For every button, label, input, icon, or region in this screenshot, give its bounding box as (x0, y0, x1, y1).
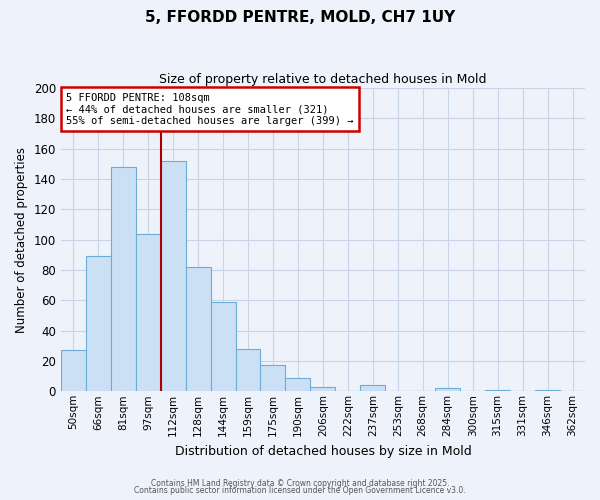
Text: Contains HM Land Registry data © Crown copyright and database right 2025.: Contains HM Land Registry data © Crown c… (151, 478, 449, 488)
Text: 5, FFORDD PENTRE, MOLD, CH7 1UY: 5, FFORDD PENTRE, MOLD, CH7 1UY (145, 10, 455, 25)
Bar (236, 349, 260, 392)
Bar (361, 385, 385, 392)
Bar (435, 388, 460, 392)
Bar (111, 167, 136, 392)
Bar (485, 390, 510, 392)
Bar (535, 390, 560, 392)
Bar (211, 302, 236, 392)
Text: Contains public sector information licensed under the Open Government Licence v3: Contains public sector information licen… (134, 486, 466, 495)
Bar (136, 234, 161, 392)
Y-axis label: Number of detached properties: Number of detached properties (15, 146, 28, 332)
Bar (161, 161, 185, 392)
Bar (61, 350, 86, 392)
Bar (310, 386, 335, 392)
Title: Size of property relative to detached houses in Mold: Size of property relative to detached ho… (159, 72, 487, 86)
X-axis label: Distribution of detached houses by size in Mold: Distribution of detached houses by size … (175, 444, 471, 458)
Bar (260, 366, 286, 392)
Bar (185, 267, 211, 392)
Text: 5 FFORDD PENTRE: 108sqm
← 44% of detached houses are smaller (321)
55% of semi-d: 5 FFORDD PENTRE: 108sqm ← 44% of detache… (66, 92, 353, 126)
Bar (286, 378, 310, 392)
Bar (86, 256, 111, 392)
